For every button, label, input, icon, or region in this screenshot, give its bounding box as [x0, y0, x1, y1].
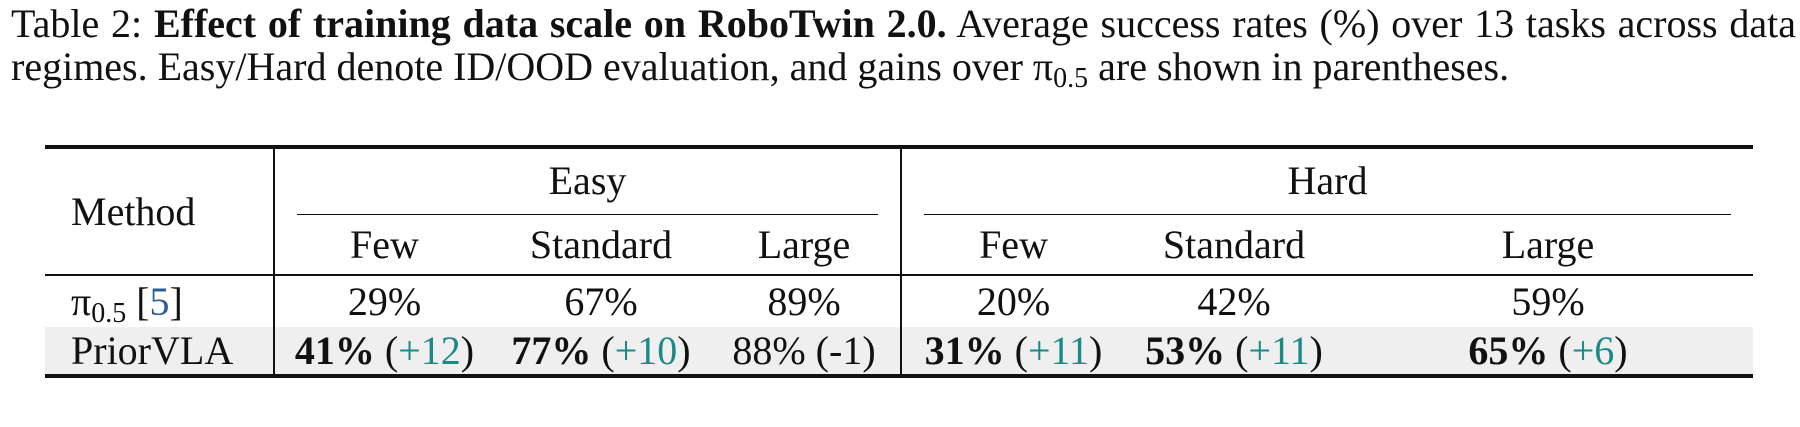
group-header-hard: Hard — [901, 147, 1753, 215]
cell-priorvla-easy-few: 41% (+12) — [294, 328, 475, 373]
cell-pi05-easy-standard: 67% — [564, 279, 638, 324]
table-caption: Table 2: Effect of training data scale o… — [11, 1, 1797, 94]
caption-label: Table 2: — [11, 1, 143, 46]
subheader-hard-few: Few — [979, 222, 1048, 267]
cell-pi05-easy-few: 29% — [347, 279, 422, 324]
cell-pi05-hard-large: 59% — [1511, 279, 1585, 324]
cell-pi05-easy-large: 89% — [708, 275, 903, 327]
pi-symbol: π0.5 — [1032, 44, 1089, 94]
results-table: Method Easy Hard Few Standard Large Few … — [45, 145, 1754, 378]
subheader-hard-standard: Standard — [1162, 222, 1306, 267]
cell-priorvla-easy-standard: 77% (+10) — [511, 328, 691, 373]
cell-pi05-hard-standard: 42% — [1197, 279, 1271, 324]
group-header-row: Method Easy Hard — [45, 147, 1754, 275]
subheader-row: Few Standard Large Few Standard Large — [45, 215, 1753, 275]
cell-priorvla-hard-large: 65% (+6) — [1468, 328, 1628, 373]
table-row: π0.5 [5] 29% 67% 89% 20% 42% 59% — [45, 275, 1754, 328]
cell-priorvla-hard-few: 31% (+11) — [924, 328, 1103, 373]
citation-link[interactable]: 5 — [149, 279, 170, 324]
cell-priorvla-hard-standard: 53% (+11) — [1145, 328, 1323, 373]
row-method-pi05: π0.5 [5] — [45, 275, 275, 328]
subheader-easy-large: Large — [708, 215, 903, 275]
caption-text-2: are shown in parentheses. — [1098, 44, 1510, 89]
caption-title: Effect of training data scale on RoboTwi… — [153, 1, 947, 46]
row-method-priorvla: PriorVLA — [45, 327, 275, 376]
subheader-easy-standard: Standard — [529, 222, 673, 267]
subheader-easy-few: Few — [350, 222, 419, 267]
cell-pi05-hard-few: 20% — [976, 279, 1051, 324]
caption-text-1: Average success rates (%) over 13 tasks … — [11, 1, 1797, 89]
group-header-easy: Easy — [274, 147, 903, 215]
method-header: Method — [45, 147, 275, 275]
cell-priorvla-easy-large: 88% (-1) — [708, 327, 903, 376]
table-row: PriorVLA 41% (+12) 77% (+10) 88% (-1) 31… — [45, 327, 1754, 376]
subheader-hard-large: Large — [1501, 222, 1595, 267]
